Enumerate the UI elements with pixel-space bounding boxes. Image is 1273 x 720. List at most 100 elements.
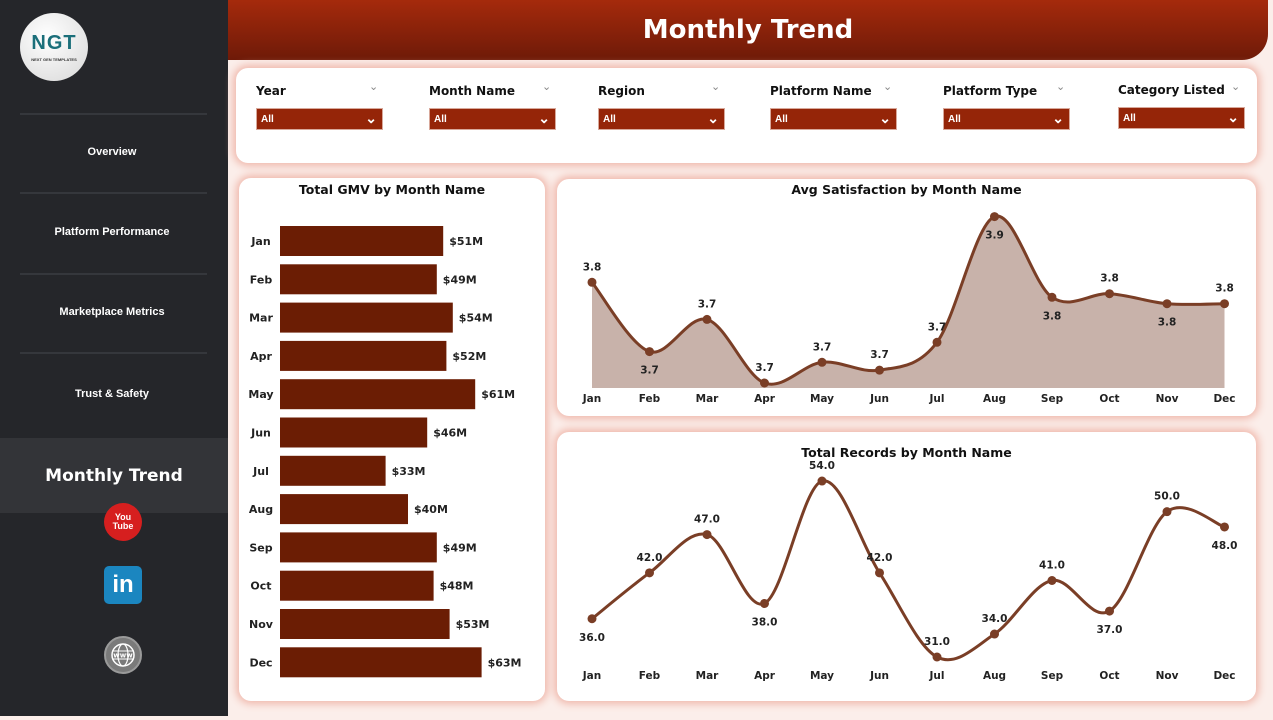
data-label: 34.0 [982, 613, 1008, 625]
data-label: 54.0 [809, 460, 835, 472]
youtube-icon[interactable]: You Tube [104, 503, 142, 541]
data-label: 42.0 [637, 552, 663, 564]
filter-dropdown[interactable]: All ⌄ [1118, 107, 1245, 129]
filter-label: Year [256, 84, 286, 98]
data-point [817, 357, 827, 367]
axis-tick-label: Jun [869, 670, 889, 682]
chart-title: Total GMV by Month Name [298, 182, 486, 197]
data-label: 48.0 [1212, 540, 1238, 552]
data-point [645, 347, 654, 357]
chevron-down-icon: ⌄ [707, 110, 719, 126]
axis-tick-label: Jul [252, 465, 269, 478]
data-label: 31.0 [924, 636, 950, 648]
data-point [1162, 507, 1172, 517]
sidebar: NGT NEXT GEN TEMPLATES Overview Platform… [0, 0, 228, 716]
filter-dropdown[interactable]: All ⌄ [943, 108, 1070, 130]
data-point [1105, 289, 1114, 299]
data-label: 3.7 [928, 321, 947, 333]
axis-tick-label: Oct [1099, 393, 1119, 405]
axis-tick-label: Aug [249, 503, 273, 516]
filter-panel: Year ⌄ All ⌄ Month Name ⌄ All ⌄ Region ⌄ All… [236, 68, 1257, 163]
axis-tick-label: May [810, 393, 834, 405]
axis-tick-label: Sep [1041, 670, 1064, 682]
nav-overview[interactable]: Overview [87, 146, 137, 158]
axis-tick-label: Dec [1213, 670, 1235, 682]
axis-tick-label: Apr [250, 350, 272, 363]
bar [280, 417, 428, 448]
data-point [645, 568, 654, 578]
data-label: $49M [443, 273, 477, 286]
data-label: $49M [443, 541, 477, 554]
svg-text:www: www [113, 652, 133, 660]
chevron-down-icon[interactable]: ⌄ [369, 80, 379, 93]
chevron-down-icon: ⌄ [1227, 109, 1239, 125]
axis-tick-label: Aug [983, 670, 1006, 682]
axis-tick-label: Aug [983, 393, 1006, 405]
chevron-down-icon[interactable]: ⌄ [1056, 80, 1066, 93]
globe-www-icon[interactable]: www [104, 636, 142, 674]
linkedin-icon[interactable]: in [104, 566, 142, 604]
chart-title: Total Records by Month Name [801, 445, 1012, 460]
filter-dropdown[interactable]: All ⌄ [429, 108, 556, 130]
gmv-chart-card: Total GMV by Month Name Jan $51M Feb $49M Ma… [239, 178, 545, 701]
bar [280, 570, 434, 601]
chevron-down-icon[interactable]: ⌄ [711, 80, 721, 93]
bar [280, 226, 444, 256]
data-label: 42.0 [867, 552, 893, 564]
dropdown-value: All [603, 114, 616, 125]
nav-monthly-trend-active[interactable]: Monthly Trend [0, 438, 228, 513]
records-chart-card: Total Records by Month Name 36.0 Jan 42.0 F… [557, 432, 1256, 701]
data-point [702, 530, 712, 540]
data-point [990, 212, 999, 222]
filter-dropdown[interactable]: All ⌄ [598, 108, 725, 130]
data-label: 3.9 [985, 230, 1004, 242]
data-point [702, 314, 712, 324]
chevron-down-icon[interactable]: ⌄ [883, 80, 893, 93]
axis-tick-label: Feb [639, 393, 661, 405]
filter-dropdown[interactable]: All ⌄ [256, 108, 383, 130]
nav-trust-safety[interactable]: Trust & Safety [75, 388, 149, 400]
data-point [932, 652, 942, 662]
logo-subtext: NEXT GEN TEMPLATES [31, 57, 77, 62]
bar [280, 494, 408, 525]
chevron-down-icon[interactable]: ⌄ [542, 80, 552, 93]
chart-title: Avg Satisfaction by Month Name [791, 182, 1022, 197]
data-point [817, 476, 827, 486]
divider [20, 273, 207, 275]
bar [280, 455, 386, 486]
data-label: 3.7 [698, 298, 717, 310]
data-point [1220, 522, 1229, 532]
ngt-logo: NGT NEXT GEN TEMPLATES [20, 13, 88, 81]
axis-tick-label: Feb [639, 670, 661, 682]
data-point [587, 614, 597, 624]
axis-tick-label: Oct [250, 580, 271, 593]
data-label: $54M [459, 312, 493, 325]
data-label: 3.7 [640, 365, 659, 377]
axis-tick-label: Mar [696, 393, 720, 405]
divider [20, 113, 207, 115]
filter-dropdown[interactable]: All ⌄ [770, 108, 897, 130]
data-point [1220, 299, 1229, 309]
bar [280, 532, 437, 563]
axis-tick-label: Sep [249, 541, 272, 554]
axis-tick-label: Nov [1156, 670, 1179, 682]
gmv-bar-chart: Jan $51M Feb $49M Mar $54M Apr $52M May $61M Jun $4… [248, 226, 522, 678]
data-label: $40M [414, 503, 448, 516]
chevron-down-icon[interactable]: ⌄ [1231, 80, 1241, 93]
filter-label: Platform Name [770, 84, 872, 98]
nav-marketplace-metrics[interactable]: Marketplace Metrics [59, 306, 165, 318]
dropdown-value: All [434, 114, 447, 125]
divider [20, 192, 207, 194]
data-point [990, 629, 999, 639]
filter-label: Month Name [429, 84, 515, 98]
area-fill [592, 216, 1225, 388]
data-label: 3.8 [1043, 310, 1062, 322]
filter-label: Category Listed [1118, 83, 1225, 97]
nav-platform-performance[interactable]: Platform Performance [54, 226, 170, 238]
bar [280, 264, 437, 295]
data-point [1047, 292, 1057, 302]
data-label: 3.8 [1158, 317, 1177, 329]
data-label: $33M [392, 465, 426, 478]
axis-tick-label: Dec [1213, 393, 1235, 405]
axis-tick-label: Jan [582, 670, 601, 682]
